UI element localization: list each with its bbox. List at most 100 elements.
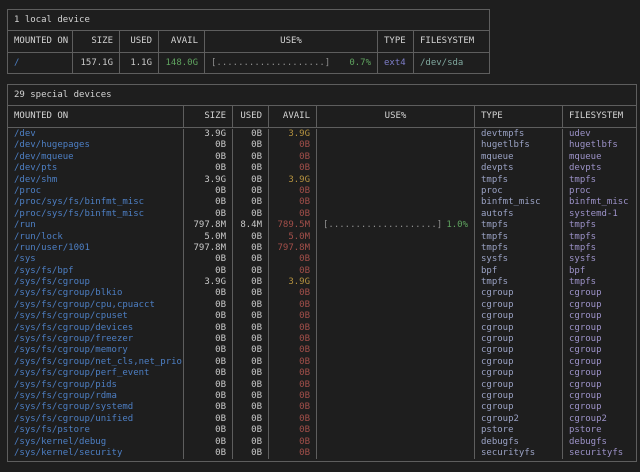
cell-fs: cgroup — [569, 390, 602, 401]
cell-type: securityfs — [475, 447, 563, 460]
header-used: USED — [233, 106, 269, 127]
usage-bar: [....................] — [211, 58, 331, 68]
cell-avail: 0B — [269, 197, 317, 209]
cell-type: tmpfs — [475, 231, 563, 243]
cell-type: binfmt_misc — [475, 197, 563, 209]
cell-used: 0B — [233, 140, 269, 152]
cell-used: 0B — [233, 334, 269, 346]
special-devices-table: 29 special devices MOUNTED ON SIZE USED AVA… — [7, 84, 637, 463]
cell-size: 0B — [184, 334, 233, 346]
header-size: SIZE — [184, 106, 233, 127]
cell-used: 0B — [233, 277, 269, 289]
cell-mount: /sys/fs/cgroup/net_cls,net_prio — [8, 356, 184, 369]
device-row: /sys/fs/cgroup/cpuset 0B 0B 0B cgroup cgroup — [8, 311, 636, 323]
cell-used: 0B — [233, 447, 269, 460]
cell-fs: tmpfs — [569, 277, 597, 288]
cell-type: cgroup — [475, 322, 563, 335]
cell-type: cgroup — [475, 345, 563, 357]
cell-used: 0B — [233, 436, 269, 448]
cell-use — [317, 368, 475, 380]
cell-size: 3.9G — [184, 129, 233, 141]
usage-percent: 1.0% — [446, 220, 468, 231]
cell-size: 0B — [184, 425, 233, 437]
cell-mount: /sys/kernel/security — [8, 447, 184, 460]
cell-type: devtmpfs — [475, 129, 563, 141]
cell-fs: cgroup — [569, 345, 602, 356]
header-size: SIZE — [73, 31, 120, 52]
header-use: USE% — [317, 106, 475, 127]
cell-used: 0B — [233, 151, 269, 164]
cell-mount: / — [8, 53, 73, 73]
device-row: /dev/hugepages 0B 0B 0B hugetlbfs hugetlbfs — [8, 140, 636, 152]
cell-used: 0B — [233, 163, 269, 175]
cell-avail: 0B — [269, 299, 317, 312]
cell-mount: /run/user/1001 — [8, 242, 184, 255]
cell-type: tmpfs — [475, 277, 563, 289]
cell-fs: bpf — [569, 265, 586, 276]
cell-type: autofs — [475, 208, 563, 221]
cell-avail: 0B — [269, 368, 317, 380]
cell-mount: /dev — [8, 129, 184, 141]
cell-avail: 0B — [269, 356, 317, 369]
cell-used: 0B — [233, 379, 269, 391]
table-body: /dev 3.9G 0B 3.9G devtmpfs udev/dev/hugepages… — [8, 128, 636, 461]
cell-used: 0B — [233, 322, 269, 335]
device-row: /dev 3.9G 0B 3.9G devtmpfs udev — [8, 129, 636, 141]
cell-size: 0B — [184, 390, 233, 403]
cell-fs: tmpfs — [569, 242, 597, 253]
cell-used: 0B — [233, 174, 269, 186]
cell-type: cgroup — [475, 379, 563, 391]
table-header-row: MOUNTED ON SIZE USED AVAIL USE% TYPE FILESYSTE… — [8, 106, 636, 128]
cell-avail: 0B — [269, 425, 317, 437]
cell-use — [317, 254, 475, 266]
cell-fs: cgroup — [569, 299, 602, 310]
cell-use — [317, 299, 475, 312]
cell-used: 0B — [233, 288, 269, 300]
header-fs: FILESYSTEM — [569, 111, 624, 121]
cell-fs: cgroup — [569, 334, 602, 345]
cell-use — [317, 413, 475, 426]
cell-avail: 0B — [269, 402, 317, 414]
cell-type: cgroup — [475, 299, 563, 312]
cell-size: 0B — [184, 447, 233, 460]
cell-size: 0B — [184, 356, 233, 369]
cell-use — [317, 185, 475, 198]
cell-size: 0B — [184, 413, 233, 426]
cell-use — [317, 265, 475, 278]
cell-type: debugfs — [475, 436, 563, 448]
cell-used: 0B — [233, 242, 269, 255]
device-row: /sys 0B 0B 0B sysfs sysfs — [8, 254, 636, 266]
device-row: /sys/fs/cgroup/pids 0B 0B 0B cgroup cgroup — [8, 379, 636, 391]
cell-size: 0B — [184, 436, 233, 448]
cell-mount: /proc — [8, 185, 184, 198]
cell-use — [317, 174, 475, 186]
cell-use — [317, 356, 475, 369]
header-used: USED — [120, 31, 159, 52]
cell-fs: devpts — [569, 163, 602, 174]
device-row: /run/lock 5.0M 0B 5.0M tmpfs tmpfs — [8, 231, 636, 243]
cell-fs: cgroup2 — [569, 413, 607, 424]
cell-type: cgroup — [475, 334, 563, 346]
cell-mount: /sys/fs/cgroup/cpu,cpuacct — [8, 299, 184, 312]
cell-fs: cgroup — [569, 402, 602, 413]
cell-used: 0B — [233, 197, 269, 209]
cell-used: 0B — [233, 185, 269, 198]
cell-avail: 0B — [269, 140, 317, 152]
cell-fs: /dev/sda — [420, 58, 464, 68]
cell-use — [317, 242, 475, 255]
cell-avail: 5.0M — [269, 231, 317, 243]
cell-used: 1.1G — [120, 53, 159, 73]
cell-used: 0B — [233, 231, 269, 243]
cell-used: 0B — [233, 208, 269, 221]
cell-avail: 3.9G — [269, 129, 317, 141]
cell-mount: /dev/mqueue — [8, 151, 184, 164]
device-row: /sys/fs/cgroup/devices 0B 0B 0B cgroup cgroup — [8, 322, 636, 335]
header-mount: MOUNTED ON — [8, 31, 73, 52]
cell-size: 0B — [184, 140, 233, 152]
cell-use — [317, 379, 475, 391]
cell-use — [317, 345, 475, 357]
cell-use — [317, 322, 475, 335]
cell-size: 0B — [184, 197, 233, 209]
cell-fs: tmpfs — [569, 220, 597, 231]
cell-use — [317, 447, 475, 460]
